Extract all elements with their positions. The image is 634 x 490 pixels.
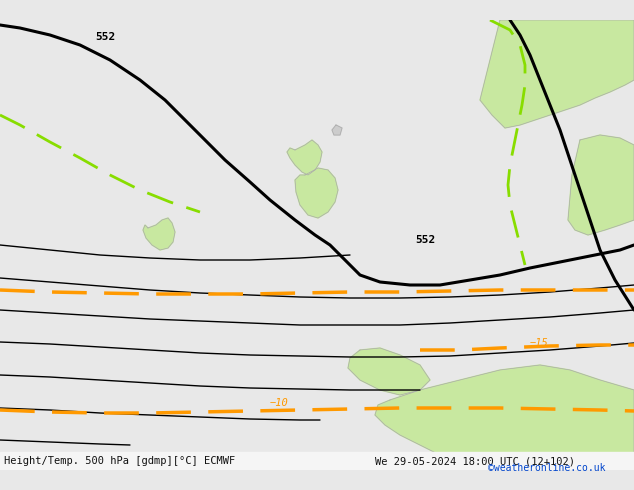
Polygon shape: [295, 168, 338, 218]
Polygon shape: [568, 135, 634, 235]
Polygon shape: [143, 218, 175, 250]
Text: We 29-05-2024 18:00 UTC (12+102): We 29-05-2024 18:00 UTC (12+102): [375, 456, 575, 466]
Text: −15: −15: [530, 338, 549, 348]
Polygon shape: [375, 365, 634, 470]
Text: Height/Temp. 500 hPa [gdmp][°C] ECMWF: Height/Temp. 500 hPa [gdmp][°C] ECMWF: [4, 456, 235, 466]
Text: −10: −10: [270, 398, 288, 408]
Text: 552: 552: [415, 235, 436, 245]
Text: 552: 552: [95, 32, 115, 42]
Polygon shape: [480, 20, 634, 128]
Bar: [0, 452, 634, 470]
Polygon shape: [332, 125, 342, 135]
Polygon shape: [348, 348, 430, 395]
Polygon shape: [287, 140, 322, 175]
Text: ©weatheronline.co.uk: ©weatheronline.co.uk: [488, 463, 605, 473]
